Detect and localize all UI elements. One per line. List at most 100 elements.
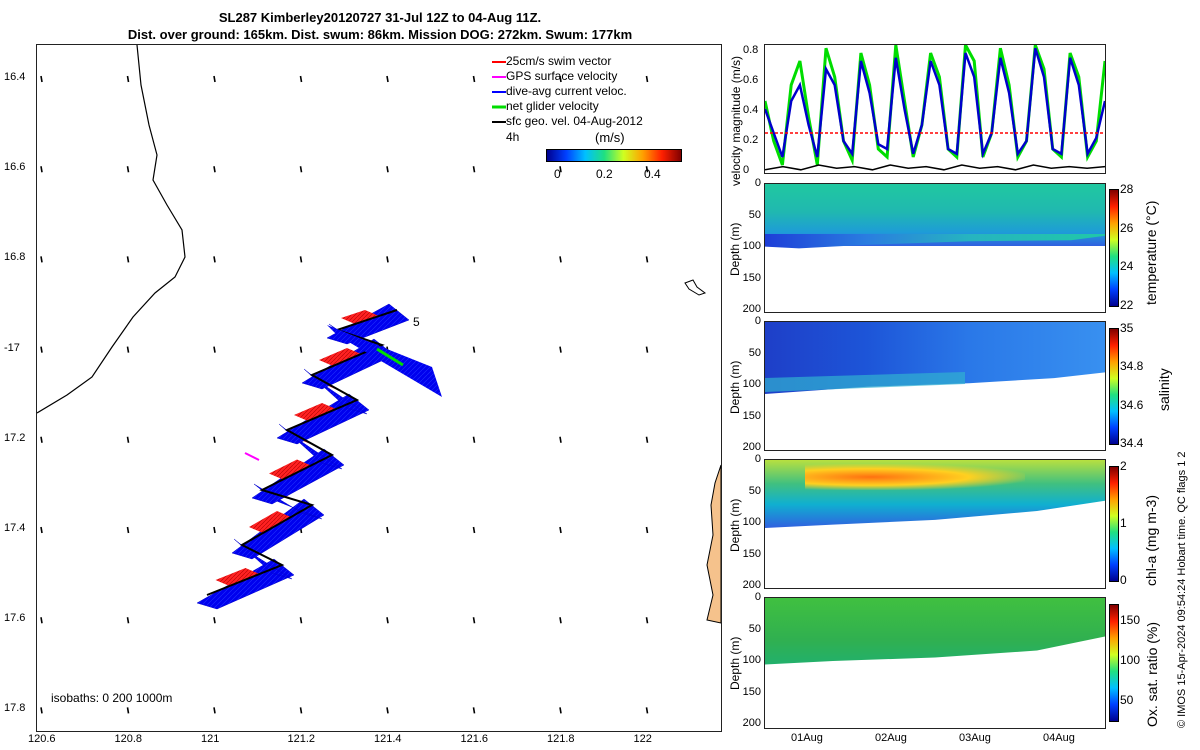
map-panel: 5 isobaths: 0 200 1000m xyxy=(36,44,722,732)
legend-net-velocity: net glider velocity xyxy=(506,99,599,113)
geo-arrow xyxy=(645,75,649,83)
salinity-panel xyxy=(764,321,1106,451)
depth-ytick: 150 xyxy=(742,409,761,422)
colorbar-tick: 24 xyxy=(1120,259,1134,274)
geo-arrow xyxy=(126,75,130,83)
geo-arrow xyxy=(126,436,130,443)
legend-sfc-geo: sfc geo. vel. 04-Aug-2012 xyxy=(506,114,643,128)
time-marker-4h: 4h xyxy=(506,130,520,144)
lon-tick-label: 121.2 xyxy=(287,733,316,745)
geo-arrow xyxy=(40,707,43,714)
geo-arrow xyxy=(126,166,130,173)
geo-arrow xyxy=(126,617,130,624)
geostrophic-velocity-arrows xyxy=(40,75,649,714)
depth-ytick: 0 xyxy=(754,177,761,189)
lon-tick-label: 121.8 xyxy=(547,733,575,745)
legend-swim-vector: 25cm/s swim vector xyxy=(506,54,612,68)
geo-arrow xyxy=(559,707,562,714)
geo-arrow xyxy=(645,526,649,534)
geo-arrow xyxy=(472,166,476,173)
colorbar-tick-1: 0.2 xyxy=(596,167,613,181)
sal-colorbar xyxy=(1109,328,1119,445)
depth-ytick: 100 xyxy=(742,516,761,528)
depth-ytick: 100 xyxy=(742,378,761,390)
geo-arrow xyxy=(213,707,216,714)
map-legend: 25cm/s swim vector GPS surface velocity … xyxy=(486,54,696,134)
depth-ytick: 150 xyxy=(742,685,761,698)
geo-arrow xyxy=(472,75,476,83)
depth-ytick: 200 xyxy=(742,441,761,453)
lon-tick-label: 121 xyxy=(201,733,220,745)
depth-ytick: 200 xyxy=(742,303,761,315)
colorbar-tick: 28 xyxy=(1120,182,1134,196)
isobaths-text: isobaths: 0 200 1000m xyxy=(51,691,173,705)
geo-arrow xyxy=(40,346,43,353)
final-dive-band xyxy=(327,325,442,397)
velocity-ytick: 0.2 xyxy=(743,134,759,146)
lat-tick-label: 16.8 xyxy=(4,251,26,264)
depth-ylabel: Depth (m) xyxy=(728,498,742,552)
geo-arrow xyxy=(386,617,389,624)
depth-ylabel: Depth (m) xyxy=(728,222,742,276)
lat-tick-label: 16.6 xyxy=(4,161,26,174)
chlorophyll-panel xyxy=(764,459,1106,589)
lon-tick-label: 121.4 xyxy=(374,733,402,745)
colorbar-tick: 34.6 xyxy=(1120,397,1144,412)
velocity-series-line xyxy=(763,47,1107,159)
geo-arrow xyxy=(213,166,216,173)
swim-vector-band xyxy=(319,348,361,366)
swim-vector-band xyxy=(215,568,260,586)
colorbar-tick: 34.8 xyxy=(1120,359,1144,374)
geo-arrow xyxy=(299,346,303,353)
colorbar-tick: 35 xyxy=(1120,321,1134,335)
geo-arrow xyxy=(213,75,216,83)
geo-arrow xyxy=(213,526,216,534)
date-xtick: 03Aug xyxy=(959,732,991,744)
colorbar-tick: 100 xyxy=(1120,653,1141,667)
geo-arrow xyxy=(126,526,130,534)
depth-ytick: 0 xyxy=(754,453,761,465)
geo-arrow xyxy=(559,436,562,443)
chart-title-line1: SL287 Kimberley20120727 31-Jul 12Z to 04… xyxy=(218,10,542,25)
geo-arrow xyxy=(472,617,476,624)
island-outline xyxy=(684,279,707,296)
geo-arrow xyxy=(645,436,649,443)
swim-vector-band xyxy=(294,403,336,421)
colorbar-label: Ox. sat. ratio (%) xyxy=(1144,621,1160,727)
dive-avg-vector-band xyxy=(251,448,345,505)
depth-ytick: 50 xyxy=(748,484,761,497)
lat-tick-label: -17 xyxy=(4,341,20,354)
depth-ytick: 100 xyxy=(742,654,761,666)
date-xtick: 04Aug xyxy=(1043,732,1075,744)
geo-arrow xyxy=(40,526,43,534)
colorbar-tick-0: 0 xyxy=(554,167,561,181)
lon-tick-label: 120.6 xyxy=(28,733,56,745)
geo-arrow xyxy=(213,256,216,263)
geo-arrow xyxy=(213,617,216,624)
swim-vector-band xyxy=(249,511,291,533)
colorbar-tick: 0 xyxy=(1120,573,1127,587)
geo-arrow xyxy=(40,166,43,173)
colorbar-tick: 26 xyxy=(1120,220,1134,235)
geo-arrow xyxy=(645,166,649,173)
geo-arrow xyxy=(472,436,476,443)
imos-credit: © IMOS 15-Apr-2024 09:54:24 Hobart time.… xyxy=(1176,451,1188,728)
colorbar-label: temperature (°C) xyxy=(1143,200,1159,305)
geo-arrow xyxy=(386,166,389,173)
colorbar-tick: 1 xyxy=(1120,516,1127,530)
velocity-ytick: 0 xyxy=(743,164,750,176)
depth-ytick: 50 xyxy=(748,622,761,635)
map-canvas xyxy=(36,44,722,714)
geo-arrow xyxy=(472,707,476,714)
depth-ytick: 0 xyxy=(754,591,761,603)
colorbar-tick-2: 0.4 xyxy=(644,167,661,181)
east-coast-land xyxy=(706,464,722,624)
geo-arrow xyxy=(559,256,562,263)
geo-arrow xyxy=(386,256,389,263)
ox-colorbar xyxy=(1109,604,1119,722)
geo-arrow xyxy=(299,75,303,83)
colorbar-label: chl-a (mg m-3) xyxy=(1143,494,1159,586)
net-glider-velocity-arrow xyxy=(376,347,404,367)
geo-arrow xyxy=(299,256,303,263)
date-xtick: 02Aug xyxy=(875,732,907,744)
